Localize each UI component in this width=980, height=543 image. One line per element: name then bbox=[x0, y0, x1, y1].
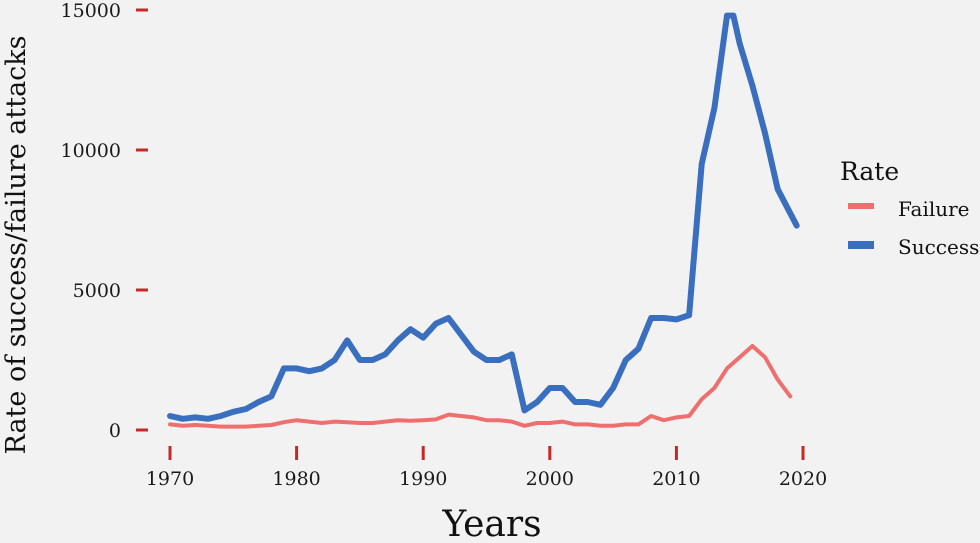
y-axis-title: Rate of success/failure attacks bbox=[1, 35, 32, 454]
y-tick-label: 5000 bbox=[73, 280, 121, 302]
x-axis: 1970 1980 1990 2000 2010 2020 bbox=[146, 446, 827, 490]
y-tick-label: 0 bbox=[109, 420, 121, 442]
x-axis-title: Years bbox=[441, 504, 541, 543]
y-axis: 0 5000 10000 15000 bbox=[61, 0, 148, 442]
legend-label: Success bbox=[898, 235, 979, 259]
x-tick-label: 1970 bbox=[146, 468, 194, 490]
legend: Rate Failure Success bbox=[840, 157, 979, 259]
series-line-failure bbox=[168, 344, 793, 429]
x-tick-label: 2020 bbox=[779, 468, 827, 490]
legend-key-success bbox=[848, 241, 874, 249]
series-line-success bbox=[167, 12, 800, 422]
y-tick-label: 15000 bbox=[61, 0, 121, 22]
x-tick-label: 2000 bbox=[526, 468, 574, 490]
x-tick-label: 1990 bbox=[399, 468, 447, 490]
x-tick-label: 1980 bbox=[272, 468, 320, 490]
legend-title: Rate bbox=[840, 157, 899, 186]
y-tick-label: 10000 bbox=[61, 140, 121, 162]
legend-key-failure bbox=[848, 203, 874, 209]
x-tick-label: 2010 bbox=[652, 468, 700, 490]
series-layer bbox=[167, 12, 800, 429]
legend-label: Failure bbox=[898, 197, 970, 221]
